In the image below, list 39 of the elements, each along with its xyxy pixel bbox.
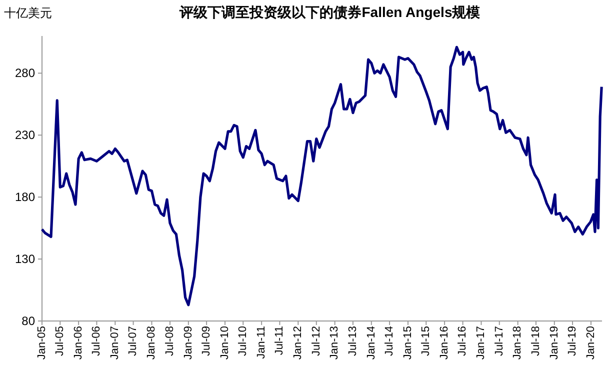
x-tick-label: Jan-19 <box>548 326 560 360</box>
x-tick-label: Jul-14 <box>383 326 396 356</box>
y-tick-label: 180 <box>14 190 36 204</box>
x-tick-label: Jan-16 <box>438 326 450 360</box>
x-tick-label: Jan-14 <box>365 326 378 360</box>
x-tick-label: Jan-08 <box>146 326 158 360</box>
line-series <box>40 46 603 306</box>
x-tick-label: Jul-17 <box>493 326 506 356</box>
x-tick-label: Jul-10 <box>237 326 250 356</box>
x-tick-label: Jan-17 <box>475 326 488 360</box>
x-tick-label: Jul-19 <box>566 326 578 356</box>
x-tick-label: Jul-09 <box>200 326 212 356</box>
x-tick-label: Jul-05 <box>54 326 66 356</box>
y-tick-label: 130 <box>14 252 36 266</box>
x-tick-label: Jul-11 <box>274 326 286 356</box>
x-tick-label: Jan-13 <box>328 326 341 360</box>
x-tick-label: Jul-06 <box>90 326 103 356</box>
y-tick-label: 80 <box>22 314 36 328</box>
x-tick-label: Jan-10 <box>218 326 231 360</box>
y-axis-title: 十亿美元 <box>4 6 52 20</box>
x-tick-label: Jul-16 <box>456 326 469 356</box>
x-tick-label: Jul-12 <box>310 326 322 356</box>
x-tick-label: Jan-07 <box>109 326 122 360</box>
x-tick-label: Jan-18 <box>512 326 524 360</box>
x-tick-label: Jan-06 <box>72 326 84 360</box>
x-tick-label: Jan-12 <box>292 326 304 360</box>
x-tick-label: Jul-07 <box>127 326 140 356</box>
x-tick-label: Jan-15 <box>402 326 414 360</box>
x-tick-label: Jan-11 <box>255 326 268 359</box>
x-tick-label: Jul-08 <box>164 326 176 356</box>
x-tick-label: Jan-05 <box>36 326 48 360</box>
x-tick-label: Jul-13 <box>346 326 359 356</box>
x-tick-label: Jan-20 <box>584 326 597 360</box>
y-tick-label: 280 <box>14 66 36 80</box>
x-tick-label: Jul-15 <box>420 326 432 356</box>
y-tick-label: 230 <box>14 128 36 142</box>
chart-title: 评级下调至投资级以下的债券Fallen Angels规模 <box>178 4 482 20</box>
x-tick-label: Jul-18 <box>530 326 542 356</box>
x-tick-label: Jan-09 <box>182 326 194 360</box>
